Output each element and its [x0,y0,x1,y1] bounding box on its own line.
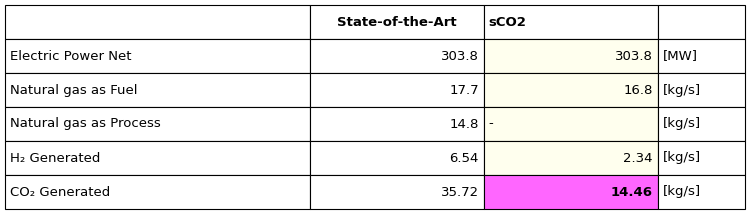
Text: [kg/s]: [kg/s] [663,83,701,97]
Text: Electric Power Net: Electric Power Net [10,49,131,62]
Text: [kg/s]: [kg/s] [663,117,701,131]
Text: [MW]: [MW] [663,49,698,62]
Text: 16.8: 16.8 [623,83,653,97]
Bar [310,107,484,141]
Text: Natural gas as Process: Natural gas as Process [10,117,160,131]
Bar [5,39,310,73]
Bar [484,73,658,107]
Text: 17.7: 17.7 [449,83,478,97]
Text: H₂ Generated: H₂ Generated [10,152,101,165]
Text: sCO2: sCO2 [489,15,526,28]
Bar [658,5,745,39]
Text: -: - [489,117,494,131]
Bar [484,5,658,39]
Bar [484,141,658,175]
Bar [658,107,745,141]
Bar [310,73,484,107]
Text: CO₂ Generated: CO₂ Generated [10,186,110,199]
Text: 303.8: 303.8 [441,49,479,62]
Bar [484,175,658,209]
Bar [658,73,745,107]
Bar [5,107,310,141]
Bar [310,141,484,175]
Text: 6.54: 6.54 [449,152,478,165]
Text: 14.8: 14.8 [449,117,478,131]
Bar [658,141,745,175]
Text: 2.34: 2.34 [623,152,653,165]
Bar [484,107,658,141]
Text: 303.8: 303.8 [615,49,653,62]
Bar [5,141,310,175]
Bar [658,39,745,73]
Text: [kg/s]: [kg/s] [663,186,701,199]
Bar [310,5,484,39]
Text: State-of-the-Art: State-of-the-Art [337,15,457,28]
Bar [5,175,310,209]
Bar [5,73,310,107]
Text: 35.72: 35.72 [441,186,479,199]
Text: [kg/s]: [kg/s] [663,152,701,165]
Bar [484,39,658,73]
Bar [658,175,745,209]
Text: Natural gas as Fuel: Natural gas as Fuel [10,83,137,97]
Bar [310,175,484,209]
Bar [310,39,484,73]
Bar [5,5,310,39]
Text: 14.46: 14.46 [611,186,653,199]
